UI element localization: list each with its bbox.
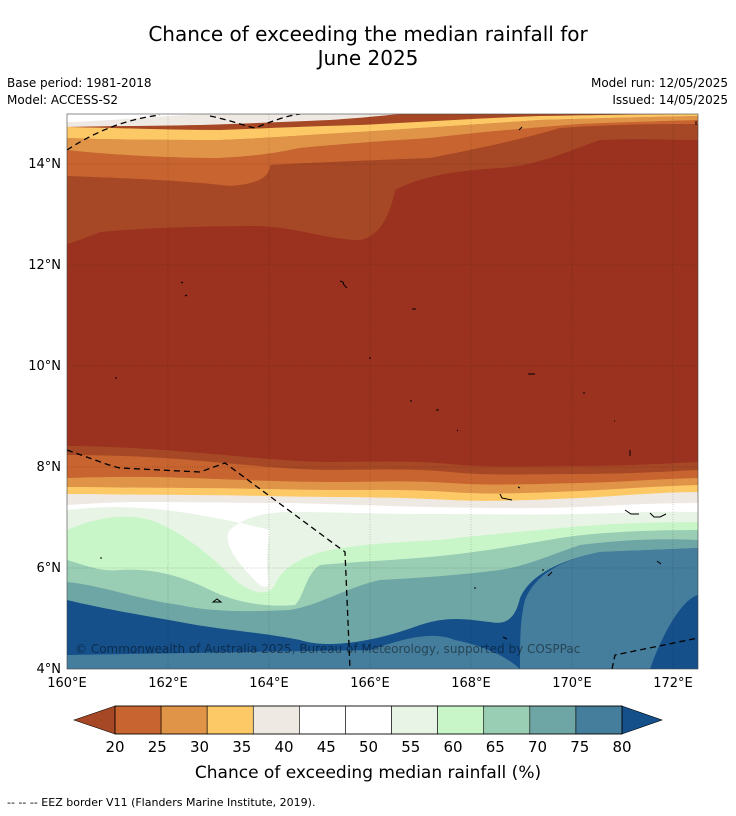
lat-lon-grid — [67, 114, 698, 669]
colorbar-over-arrow — [621, 705, 663, 735]
colorbar-tick-label: 35 — [232, 738, 251, 756]
y-axis-ticks: 14°N 12°N 10°N 8°N 6°N 4°N — [28, 157, 61, 677]
y-tick-label: 4°N — [37, 662, 62, 677]
colorbar-tick-label: 45 — [317, 738, 336, 756]
eez-legend-note: -- -- -- EEZ border V11 (Flanders Marine… — [7, 796, 316, 809]
colorbar-tick-label: 75 — [570, 738, 589, 756]
colorbar-tick-label: 50 — [359, 738, 378, 756]
colorbar-tick-label: 70 — [528, 738, 547, 756]
colorbar-tick-label: 30 — [190, 738, 209, 756]
colorbar: 20 25 30 35 40 45 50 55 60 65 70 75 80 Chance of exc… — [73, 705, 663, 783]
x-tick-label: 170°E — [552, 676, 592, 691]
title-line-2: June 2025 — [317, 46, 419, 70]
map-frame — [66, 113, 699, 670]
meta-right: Model run: 12/05/2025 Issued: 14/05/2025 — [591, 75, 728, 109]
x-axis-ticks: 160°E 162°E 164°E 166°E 168°E 170°E 172°… — [47, 676, 693, 691]
colorbar-title: Chance of exceeding median rainfall (%) — [195, 763, 541, 783]
colorbar-cell — [252, 705, 300, 735]
colorbar-tick-label: 20 — [105, 738, 124, 756]
colorbar-cell — [437, 705, 485, 735]
band-north-dry-3 — [67, 120, 698, 186]
x-tick-label: 160°E — [47, 676, 87, 691]
colorbar-cells — [114, 705, 623, 735]
band-dry-1 — [67, 139, 698, 467]
colorbar-labels: 20 25 30 35 40 45 50 55 60 65 70 75 80 — [105, 738, 631, 756]
band-north-dry-5 — [67, 114, 698, 140]
band-north-dry-4 — [67, 116, 698, 158]
base-period: Base period: 1981-2018 — [7, 76, 152, 90]
colorbar-cell — [299, 705, 346, 735]
x-tick-label: 164°E — [249, 676, 289, 691]
eez-border — [67, 114, 698, 669]
x-tick-label: 172°E — [653, 676, 693, 691]
colorbar-tick-label: 80 — [612, 738, 631, 756]
colorbar-cell — [114, 705, 162, 735]
colorbar-under-arrow — [73, 705, 116, 735]
colorbar-cell — [391, 705, 438, 735]
colorbar-cell — [575, 705, 623, 735]
band-wet-5 — [67, 114, 698, 669]
colorbar-cell — [483, 705, 531, 735]
y-tick-label: 6°N — [37, 561, 62, 576]
colorbar-tick-label: 60 — [443, 738, 462, 756]
colorbar-cell — [160, 705, 208, 735]
title-line-1: Chance of exceeding the median rainfall … — [148, 22, 588, 46]
y-tick-label: 10°N — [28, 359, 61, 374]
y-tick-label: 14°N — [28, 157, 61, 172]
y-tick-label: 8°N — [37, 460, 62, 475]
y-tick-label: 12°N — [28, 258, 61, 273]
model-name: Model: ACCESS-S2 — [7, 93, 119, 107]
issued-date: Issued: 14/05/2025 — [612, 93, 728, 107]
copyright-text: © Commonwealth of Australia 2025, Bureau… — [75, 642, 580, 656]
colorbar-cell — [529, 705, 577, 735]
colorbar-tick-label: 65 — [486, 738, 505, 756]
colorbar-cell — [345, 705, 392, 735]
rainfall-probability-field — [67, 114, 698, 669]
islands — [100, 121, 697, 640]
colorbar-cell — [206, 705, 254, 735]
colorbar-tick-label: 40 — [274, 738, 293, 756]
band-north-white — [67, 114, 200, 122]
model-run: Model run: 12/05/2025 — [590, 76, 728, 90]
band-north-dry-2 — [67, 124, 698, 244]
x-tick-label: 162°E — [148, 676, 188, 691]
colorbar-tick-label: 25 — [148, 738, 167, 756]
x-tick-label: 166°E — [350, 676, 390, 691]
chart-title: Chance of exceeding the median rainfall … — [0, 22, 736, 70]
meta-left: Base period: 1981-2018 Model: ACCESS-S2 — [7, 75, 152, 109]
colorbar-tick-label: 55 — [401, 738, 420, 756]
x-tick-label: 168°E — [451, 676, 491, 691]
colorbar-frame — [114, 705, 623, 735]
